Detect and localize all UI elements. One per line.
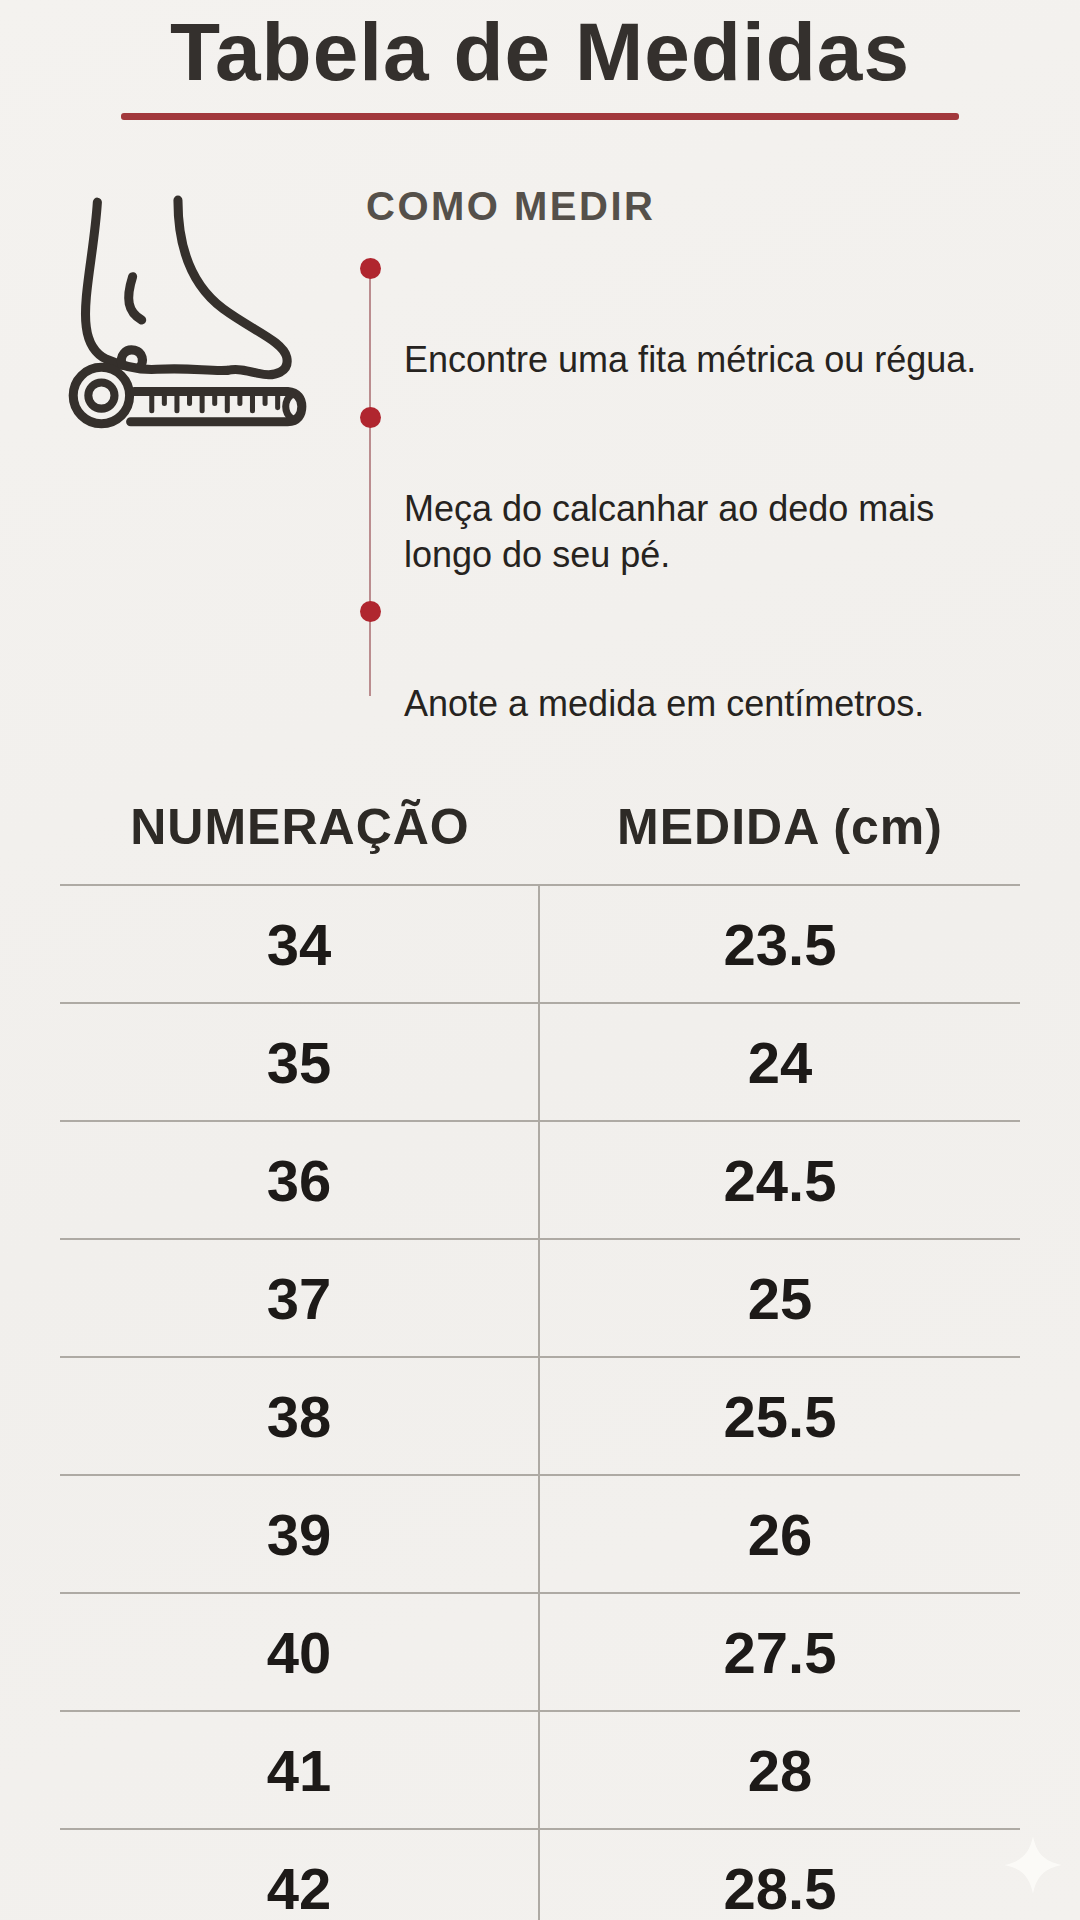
bullet-dot-icon — [360, 407, 381, 428]
measure-step-text: Meça do calcanhar ao dedo mais longo do … — [404, 488, 934, 574]
cm-cell: 23.5 — [540, 886, 1020, 1002]
table-row: 40 27.5 — [60, 1594, 1020, 1712]
measure-step: Encontre uma fita métrica ou régua. — [360, 247, 1044, 383]
bullet-dot-icon — [360, 258, 381, 279]
table-row: 35 24 — [60, 1004, 1020, 1122]
cm-cell: 24 — [540, 1004, 1020, 1120]
size-cell: 38 — [60, 1358, 540, 1474]
measure-step-text: Encontre uma fita métrica ou régua. — [404, 339, 976, 380]
size-cell: 36 — [60, 1122, 540, 1238]
size-table-body: 34 23.5 35 24 36 24.5 37 25 38 25.5 39 2… — [60, 886, 1020, 1920]
table-row: 41 28 — [60, 1712, 1020, 1830]
column-header-numeracao: NUMERAÇÃO — [60, 798, 540, 856]
page-title: Tabela de Medidas — [0, 0, 1080, 97]
table-row: 37 25 — [60, 1240, 1020, 1358]
cm-cell: 27.5 — [540, 1594, 1020, 1710]
cm-cell: 24.5 — [540, 1122, 1020, 1238]
column-header-medida: MEDIDA (cm) — [540, 798, 1020, 856]
measure-steps-list: Encontre uma fita métrica ou régua. Meça… — [360, 247, 1044, 727]
cm-cell: 26 — [540, 1476, 1020, 1592]
size-cell: 37 — [60, 1240, 540, 1356]
cm-cell: 25.5 — [540, 1358, 1020, 1474]
how-to-measure-section: COMO MEDIR Encontre uma fita métrica ou … — [44, 180, 1044, 727]
size-cell: 40 — [60, 1594, 540, 1710]
table-row: 34 23.5 — [60, 886, 1020, 1004]
size-cell: 35 — [60, 1004, 540, 1120]
size-cell: 42 — [60, 1830, 540, 1920]
size-chart-page: Tabela de Medidas — [0, 0, 1080, 1920]
table-row: 42 28.5 — [60, 1830, 1020, 1920]
cm-cell: 28 — [540, 1712, 1020, 1828]
table-row: 36 24.5 — [60, 1122, 1020, 1240]
measure-step: Meça do calcanhar ao dedo mais longo do … — [360, 396, 1044, 577]
sparkle-icon — [1002, 1834, 1064, 1896]
size-table-header: NUMERAÇÃO MEDIDA (cm) — [60, 770, 1020, 886]
table-row: 38 25.5 — [60, 1358, 1020, 1476]
title-underline — [121, 113, 959, 120]
table-row: 39 26 — [60, 1476, 1020, 1594]
how-to-measure-content: COMO MEDIR Encontre uma fita métrica ou … — [360, 180, 1044, 727]
foot-measuring-tape-icon — [44, 180, 326, 462]
bullet-dot-icon — [360, 601, 381, 622]
how-to-measure-heading: COMO MEDIR — [366, 184, 1044, 229]
measure-step: Anote a medida em centímetros. — [360, 590, 1044, 726]
size-cell: 39 — [60, 1476, 540, 1592]
size-cell: 34 — [60, 886, 540, 1002]
cm-cell: 28.5 — [540, 1830, 1020, 1920]
size-cell: 41 — [60, 1712, 540, 1828]
cm-cell: 25 — [540, 1240, 1020, 1356]
size-table: NUMERAÇÃO MEDIDA (cm) 34 23.5 35 24 36 2… — [60, 770, 1020, 1920]
measure-step-text: Anote a medida em centímetros. — [404, 683, 924, 724]
